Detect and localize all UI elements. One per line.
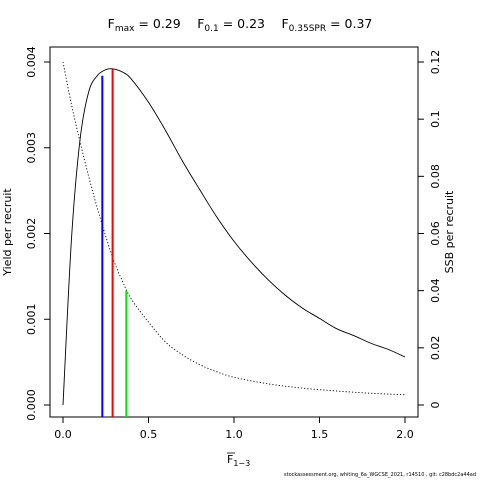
chart-title: Fmax = 0.29 F0.1 = 0.23 F0.35SPR = 0.37 xyxy=(108,16,373,34)
title-value: = 0.37 xyxy=(326,16,372,31)
plot-frame xyxy=(49,46,419,418)
title-subscript: max xyxy=(115,24,135,34)
title-symbol: F xyxy=(181,16,205,31)
title-symbol: F xyxy=(108,16,115,31)
x-tick-label: 0.5 xyxy=(140,428,158,441)
chart-title-text: Fmax = 0.29 F0.1 = 0.23 F0.35SPR = 0.37 xyxy=(108,16,373,34)
x-tick-label: 0.0 xyxy=(54,428,72,441)
title-subscript: 0.1 xyxy=(204,24,218,34)
y-right-tick-label: 0.08 xyxy=(429,164,442,189)
title-value: = 0.29 xyxy=(134,16,180,31)
y-left-tick-label: 0.004 xyxy=(25,46,38,78)
y-axis-right-label: SSB per recruit xyxy=(443,190,456,273)
yield-per-recruit-line xyxy=(62,68,406,406)
x-tick-label: 2.0 xyxy=(396,428,414,441)
y-right-tick-label: 0.06 xyxy=(429,221,442,246)
y-left-tick-label: 0.000 xyxy=(25,389,38,421)
y-right-tick-label: 0.04 xyxy=(429,278,442,303)
y-left-tick-label: 0.001 xyxy=(25,304,38,336)
y-axis-left: 0.000 0.001 0.002 0.003 0.004 xyxy=(25,46,50,421)
y-right-tick-label: 0.02 xyxy=(429,336,442,361)
series-layer xyxy=(62,61,406,406)
title-value: = 0.23 xyxy=(219,16,265,31)
y-right-tick-label: 0 xyxy=(429,402,442,409)
y-axis-right: 0 0.02 0.04 0.06 0.08 0.1 0.12 xyxy=(418,50,442,409)
title-symbol: F xyxy=(265,16,289,31)
ssb-per-recruit-line xyxy=(62,61,406,396)
x-axis-label-text: F1−3 xyxy=(227,453,250,468)
y-left-tick-label: 0.002 xyxy=(25,218,38,250)
reference-lines xyxy=(101,68,128,417)
y-right-tick-label: 0.1 xyxy=(429,110,442,128)
x-label-subscript: 1−3 xyxy=(233,459,250,468)
x-tick-label: 1.0 xyxy=(225,428,243,441)
title-subscript: 0.35SPR xyxy=(289,24,326,34)
x-tick-label: 1.5 xyxy=(311,428,329,441)
y-axis-left-label: Yield per recruit xyxy=(1,188,14,277)
x-axis-label: F1−3 xyxy=(227,452,250,468)
x-axis: 0.0 0.5 1.0 1.5 2.0 xyxy=(54,417,414,441)
y-left-tick-label: 0.003 xyxy=(25,132,38,164)
footer-note: stockassessment.org, whiting_6a_WGCSE_20… xyxy=(284,472,476,478)
y-right-tick-label: 0.12 xyxy=(429,50,442,75)
x-label-symbol: F xyxy=(227,453,233,466)
